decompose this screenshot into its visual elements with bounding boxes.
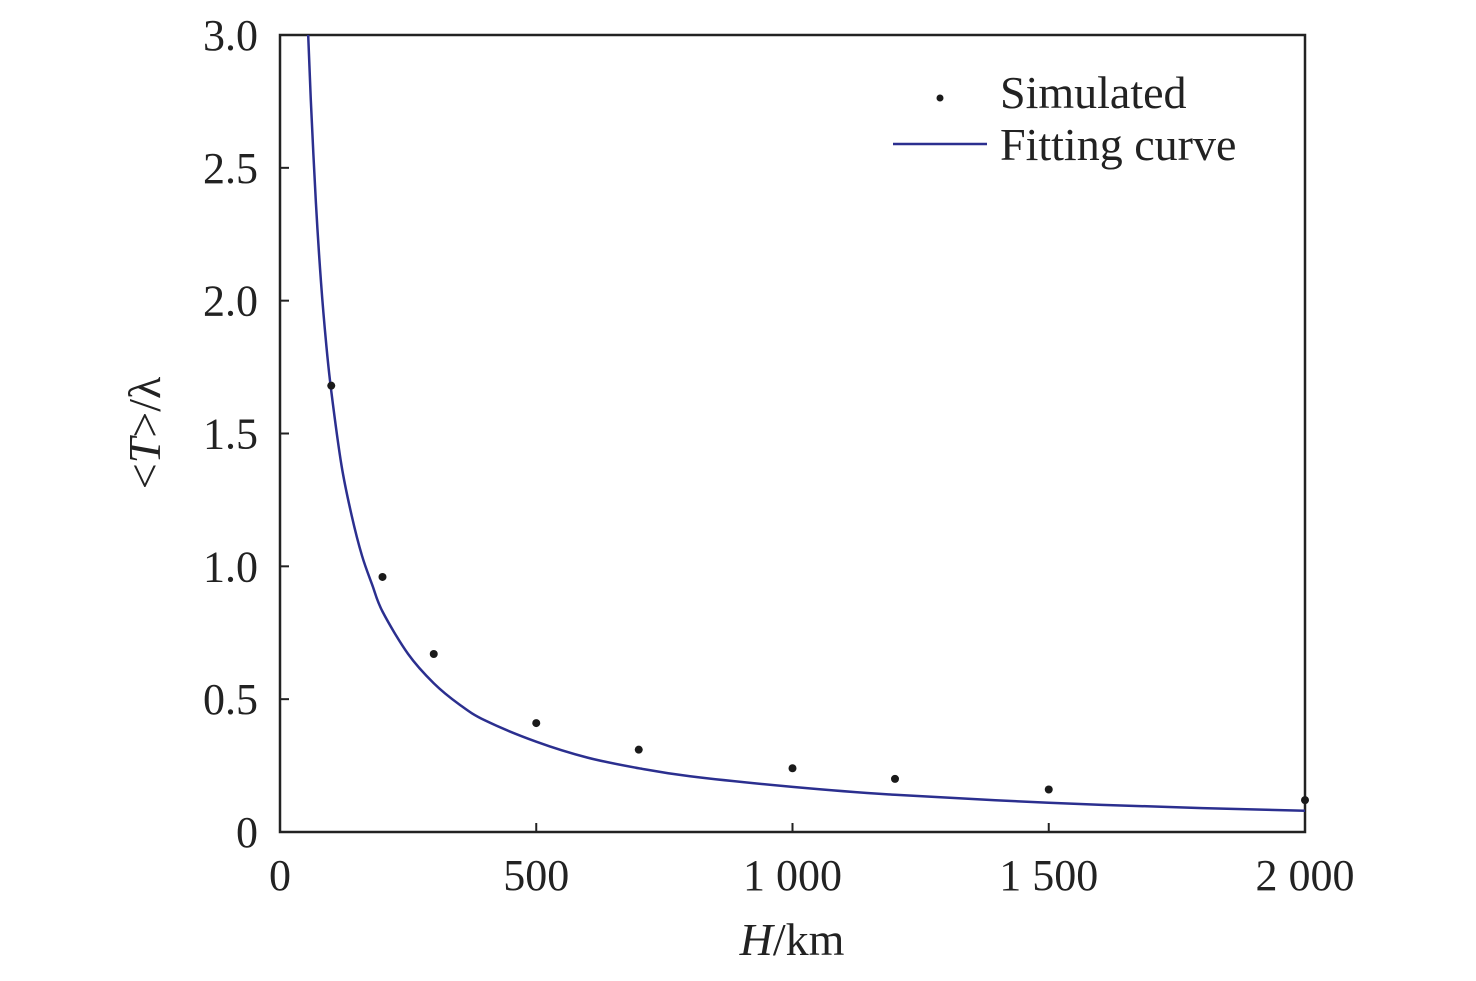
x-tick-label-4: 2 000 bbox=[1256, 851, 1355, 900]
simulated-point-6 bbox=[891, 774, 899, 783]
simulated-point-0 bbox=[327, 381, 336, 390]
x-tick-label-3: 1 500 bbox=[999, 851, 1098, 900]
legend-label-simulated: Simulated bbox=[1000, 67, 1187, 118]
x-axis-title-symbol: H bbox=[739, 914, 776, 965]
y-axis-title-pre: < bbox=[119, 463, 170, 489]
simulated-point-4 bbox=[634, 745, 643, 754]
x-tick-label-0: 0 bbox=[269, 851, 291, 900]
legend-label-fitting: Fitting curve bbox=[1000, 119, 1236, 170]
y-axis-title-symbol: T bbox=[119, 434, 170, 463]
x-tick-label-1: 500 bbox=[503, 851, 569, 900]
legend-marker-simulated bbox=[936, 94, 944, 102]
y-axis-title-post: >/λ bbox=[119, 376, 170, 438]
y-tick-label-6: 3.0 bbox=[203, 11, 258, 60]
y-tick-label-2: 1.0 bbox=[203, 542, 258, 591]
x-axis-title: H/km bbox=[739, 914, 845, 965]
y-tick-label-4: 2.0 bbox=[203, 277, 258, 326]
y-tick-label-5: 2.5 bbox=[203, 144, 258, 193]
simulated-point-3 bbox=[532, 719, 541, 728]
simulated-point-7 bbox=[1044, 785, 1053, 794]
x-axis-title-unit: /km bbox=[773, 914, 845, 965]
y-tick-label-3: 1.5 bbox=[203, 410, 258, 459]
simulated-point-2 bbox=[429, 650, 438, 659]
legend: Simulated Fitting curve bbox=[893, 67, 1236, 170]
simulated-point-8 bbox=[1301, 796, 1309, 805]
chart-marks: 0 500 1 000 1 500 2 000 0 0.5 1.0 1.5 2.0 2.5 3.0 bbox=[203, 11, 1355, 900]
simulated-point-1 bbox=[378, 572, 387, 581]
y-tick-label-1: 0.5 bbox=[203, 675, 258, 724]
y-tick-label-0: 0 bbox=[236, 808, 258, 857]
fitting-curve-line bbox=[306, 35, 1305, 812]
y-axis-title: <T>/λ bbox=[119, 376, 170, 489]
simulated-point-5 bbox=[788, 764, 797, 773]
x-tick-label-2: 1 000 bbox=[743, 851, 842, 900]
